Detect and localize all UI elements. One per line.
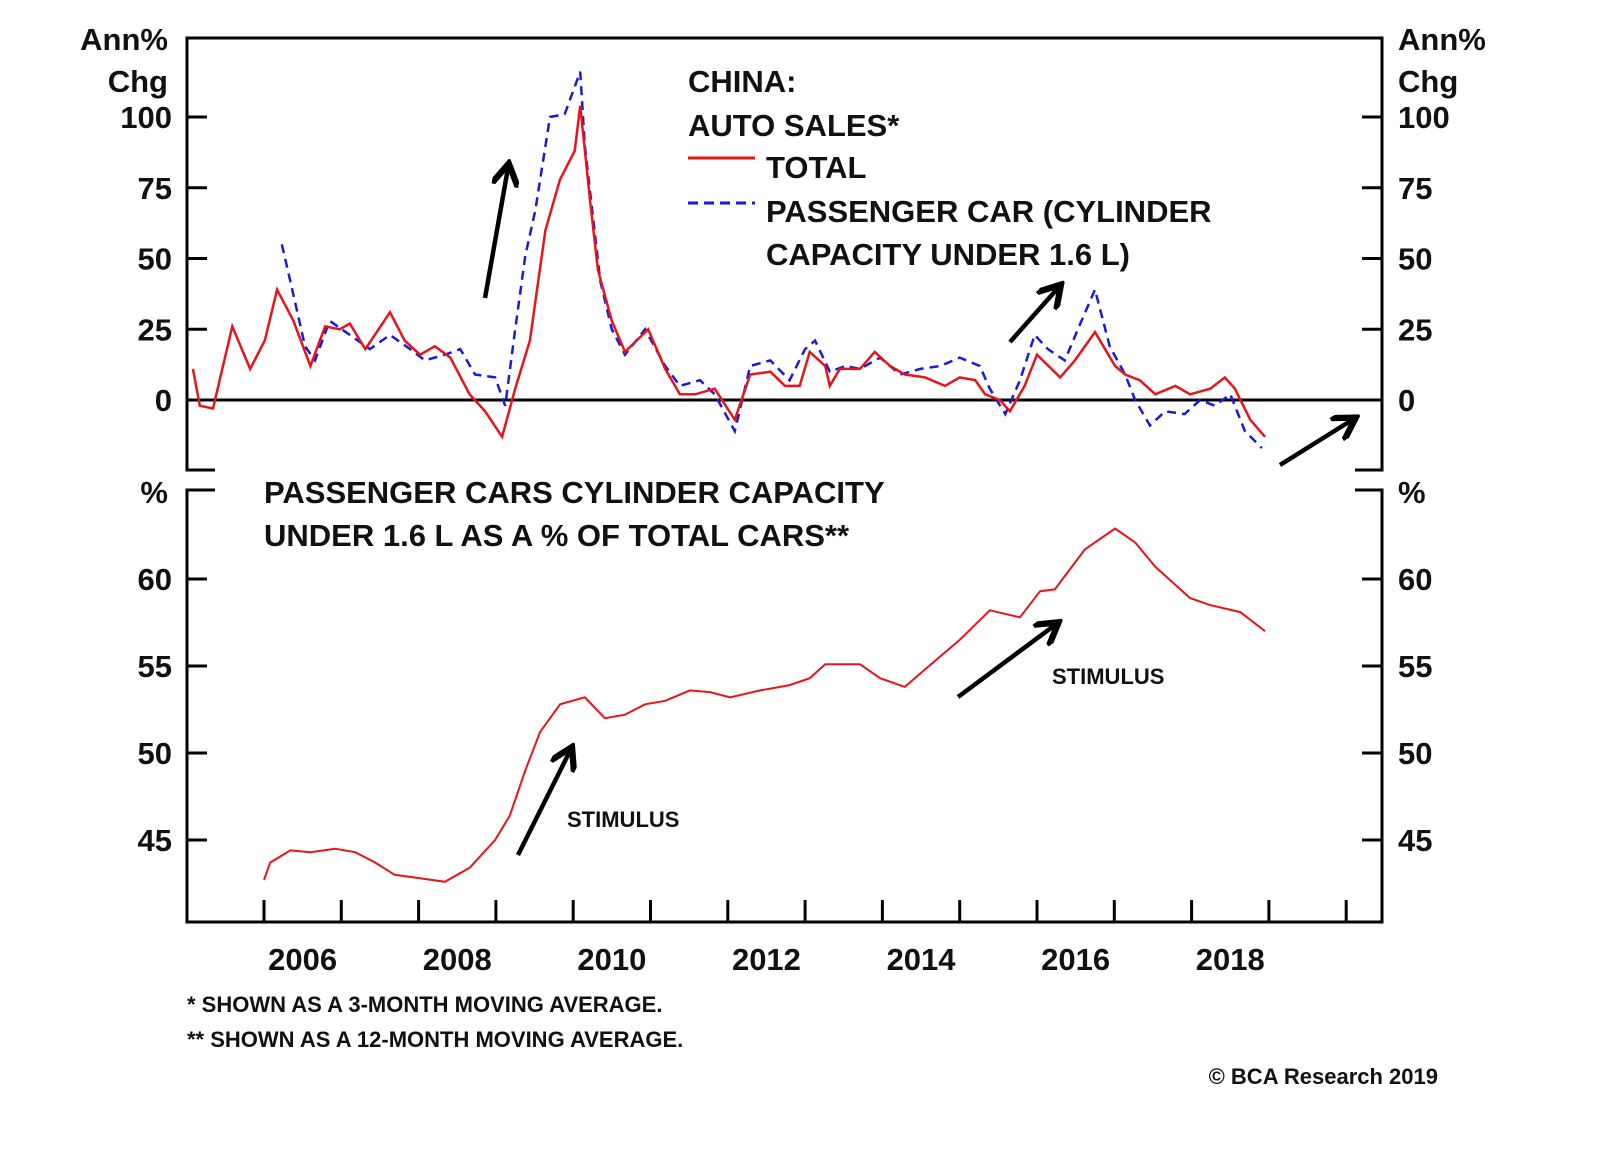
xtick-label: 2006 xyxy=(268,942,337,977)
footnote-2: ** SHOWN AS A 12-MONTH MOVING AVERAGE. xyxy=(187,1027,683,1052)
stimulus-label-2015: STIMULUS xyxy=(1052,664,1164,689)
top-left-ylabel-1: Ann% xyxy=(80,22,168,57)
top-right-ylabel-1: Ann% xyxy=(1398,22,1486,57)
top-right-ytick-label: 50 xyxy=(1398,242,1432,277)
xtick-label: 2018 xyxy=(1196,942,1265,977)
footnote-1: * SHOWN AS A 3-MONTH MOVING AVERAGE. xyxy=(187,992,662,1017)
series-layer xyxy=(191,71,1266,883)
axis-ticks xyxy=(187,115,1382,922)
xtick-label: 2014 xyxy=(887,942,957,977)
bottom-right-ytick-label: 50 xyxy=(1398,736,1432,771)
top-right-ytick-label: 100 xyxy=(1398,100,1450,135)
up-arrow-2015-top xyxy=(1008,288,1058,344)
top-left-ytick-label: 75 xyxy=(138,171,172,206)
bottom-title-line-1: PASSENGER CARS CYLINDER CAPACITY xyxy=(264,475,885,510)
total-series-line xyxy=(191,105,1266,440)
top-left-ytick-label: 25 xyxy=(138,312,172,347)
bottom-left-ylabel: % xyxy=(140,475,168,510)
top-right-ytick-label: 25 xyxy=(1398,312,1432,347)
xtick-label: 2008 xyxy=(423,942,492,977)
bottom-left-ytick-label: 50 xyxy=(138,736,172,771)
bottom-left-ytick-label: 55 xyxy=(138,649,172,684)
top-right-ylabel-2: Chg xyxy=(1398,64,1458,99)
top-panel-frame xyxy=(185,36,1384,472)
bottom-left-ytick-label: 60 xyxy=(138,562,172,597)
stimulus-label-2009: STIMULUS xyxy=(567,807,679,832)
top-left-ytick-label: 50 xyxy=(138,242,172,277)
bottom-right-ytick-label: 45 xyxy=(1398,823,1432,858)
bottom-right-ylabel: % xyxy=(1398,475,1426,510)
legend-passenger-label-1: PASSENGER CAR (CYLINDER xyxy=(766,194,1212,229)
xtick-label: 2016 xyxy=(1041,942,1110,977)
top-left-ytick-label: 0 xyxy=(155,383,172,418)
bottom-panel-frame xyxy=(185,488,1384,924)
stimulus-arrow-2015 xyxy=(956,625,1055,699)
top-left-ytick-label: 100 xyxy=(120,100,172,135)
bottom-left-ytick-label: 45 xyxy=(138,823,172,858)
top-title-line-2: AUTO SALES* xyxy=(688,108,900,143)
top-right-ytick-label: 75 xyxy=(1398,171,1432,206)
copyright: © BCA Research 2019 xyxy=(1209,1064,1438,1089)
bottom-right-ytick-label: 55 xyxy=(1398,649,1432,684)
passenger-car-series-line xyxy=(280,71,1263,449)
up-arrow-2009-top xyxy=(482,168,508,299)
legend-total-label: TOTAL xyxy=(766,150,866,185)
share-under-1-6l-series-line xyxy=(263,527,1266,883)
xtick-label: 2010 xyxy=(577,942,646,977)
tick-labels: 100 100 75 75 50 50 25 25 0 0 60 60 55 55 50 50 45 45 2006… xyxy=(120,100,1449,977)
top-left-ylabel-2: Chg xyxy=(108,64,168,99)
bottom-right-ytick-label: 60 xyxy=(1398,562,1432,597)
stimulus-arrow-2009 xyxy=(515,751,570,857)
top-right-ytick-label: 0 xyxy=(1398,383,1415,418)
up-arrow-2019-top xyxy=(1278,420,1352,467)
legend-passenger-label-2: CAPACITY UNDER 1.6 L) xyxy=(766,237,1130,272)
bottom-title-line-2: UNDER 1.6 L AS A % OF TOTAL CARS** xyxy=(264,518,850,553)
top-title-line-1: CHINA: xyxy=(688,64,797,99)
xtick-label: 2012 xyxy=(732,942,801,977)
